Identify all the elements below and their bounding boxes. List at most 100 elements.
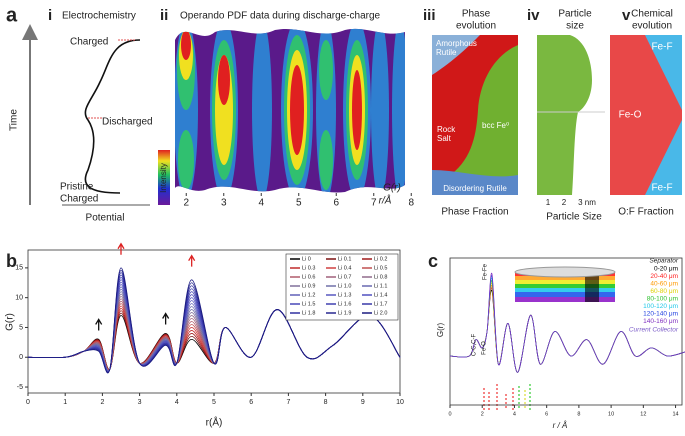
label: Pristine: [60, 182, 94, 193]
legend-label: Li 0.7: [338, 274, 351, 280]
x-tick-label: 6: [333, 198, 339, 209]
region-label: Fe-O: [619, 110, 642, 121]
axis-label: Phase Fraction: [441, 207, 508, 218]
x-tick-label: 8: [577, 411, 580, 417]
legend-label: Li 1.2: [302, 292, 315, 298]
subpanel-title: evolution: [456, 21, 496, 32]
legend-label: Li 1.9: [338, 310, 351, 316]
legend-label: 20-40 μm: [650, 273, 678, 280]
legend-label: Li 1.0: [338, 283, 351, 289]
x-tick-label: 6: [249, 399, 253, 406]
legend-label: Li 0.5: [374, 265, 387, 271]
legend-label: 40-60 μm: [650, 281, 678, 288]
heatmap: [175, 28, 405, 193]
x-tick-label: 7: [286, 399, 290, 406]
legend-label: 140-160 μm: [643, 318, 678, 325]
subpanel-label: i: [48, 7, 52, 24]
legend-label: 80-100 μm: [647, 296, 678, 303]
legend-label: Li 1.4: [374, 292, 387, 298]
region-label: Fe-F: [651, 183, 672, 194]
legend-label: Li 0.2: [374, 256, 387, 262]
x-tick-label: 10: [608, 411, 614, 417]
legend-box: [285, 253, 399, 321]
y-tick-label: 0: [19, 354, 23, 361]
region-label: Salt: [437, 134, 452, 143]
subpanel-label: ii: [160, 7, 168, 24]
legend-label: Li 1.7: [374, 301, 387, 307]
tick-label: 1: [546, 198, 551, 207]
arrow: [117, 242, 125, 255]
legend-label: Li 0.4: [338, 265, 351, 271]
region-label: bcc Fe⁰: [482, 121, 509, 130]
y-tick-label: 15: [15, 265, 23, 272]
x-tick-label: 10: [396, 399, 404, 406]
arrow: [162, 312, 170, 325]
subpanel-title: Operando PDF data during discharge-charg…: [180, 11, 381, 22]
legend-label: Li 0: [302, 256, 311, 262]
label: Charged: [70, 37, 108, 48]
panel-label: a: [6, 4, 18, 26]
legend-label: Li 1.1: [374, 283, 387, 289]
x-tick-label: 4: [175, 399, 179, 406]
region-label: Fe-F: [651, 42, 672, 53]
colorbar-label: Intensity: [159, 163, 168, 193]
axis-label: G(r): [383, 183, 401, 194]
x-tick-label: 2: [183, 198, 189, 209]
axis-label: Time: [9, 109, 20, 131]
x-tick-label: 4: [258, 198, 264, 209]
cylinder-inset: [514, 266, 616, 302]
x-tick-label: 1: [63, 399, 67, 406]
legend-label: Li 0.9: [302, 283, 315, 289]
x-tick-label: 7: [371, 198, 377, 209]
phase-region: [432, 170, 518, 195]
subpanel-title: size: [566, 21, 584, 32]
region-label: Disordering Rutile: [443, 184, 507, 193]
reference-lines: [483, 384, 531, 410]
x-tick-label: 3: [221, 198, 227, 209]
axis-label: r / Å: [553, 421, 568, 430]
tick-label: 3 nm: [578, 198, 596, 207]
series-line: [27, 267, 401, 374]
subpanel-title: Phase: [462, 9, 491, 20]
axis-label: O:F Fraction: [618, 207, 674, 218]
subpanel-title: Chemical: [631, 9, 673, 20]
axis-label: Potential: [86, 213, 125, 224]
size-region: [537, 35, 592, 195]
x-tick-label: 2: [481, 411, 484, 417]
axis-label: G(r): [5, 313, 16, 331]
label: Charged: [60, 194, 98, 205]
x-tick-label: 8: [408, 198, 414, 209]
x-tick-label: 4: [513, 411, 516, 417]
region-label: Rutile: [436, 48, 457, 57]
legend-label: Li 1.6: [338, 301, 351, 307]
colorbar: [158, 150, 170, 205]
legend-footer: Current Collector: [629, 327, 679, 334]
legend-label: 120-140 μm: [643, 311, 678, 318]
region-label: Rock: [437, 125, 456, 134]
x-tick-label: 12: [640, 411, 646, 417]
region-label: Amorphous: [436, 39, 477, 48]
legend-label: 60-80 μm: [650, 288, 678, 295]
x-tick-label: 8: [324, 399, 328, 406]
x-tick-label: 0: [26, 399, 30, 406]
arrow: [95, 318, 103, 331]
peak-annotation: Fe-O: [482, 341, 488, 355]
peak-annotation: Fe-Fe: [483, 263, 489, 280]
axis-label: r(Å): [206, 416, 223, 429]
legend-label: Li 0.1: [338, 256, 351, 262]
subpanel-label: iv: [527, 7, 540, 24]
chem-region: [610, 35, 682, 195]
legend-label: 0-20 μm: [654, 266, 678, 273]
axis-label: Particle Size: [546, 212, 602, 223]
legend-label: Li 1.3: [338, 292, 351, 298]
legend-label: Li 0.6: [302, 274, 315, 280]
voltage-curve: [84, 39, 141, 194]
x-tick-label: 3: [138, 399, 142, 406]
x-tick-label: 5: [296, 198, 302, 209]
x-tick-label: 6: [545, 411, 548, 417]
y-tick-label: 5: [19, 324, 23, 331]
legend-label: Li 1.5: [302, 301, 315, 307]
x-tick-label: 2: [100, 399, 104, 406]
subpanel-title: evolution: [632, 21, 672, 32]
